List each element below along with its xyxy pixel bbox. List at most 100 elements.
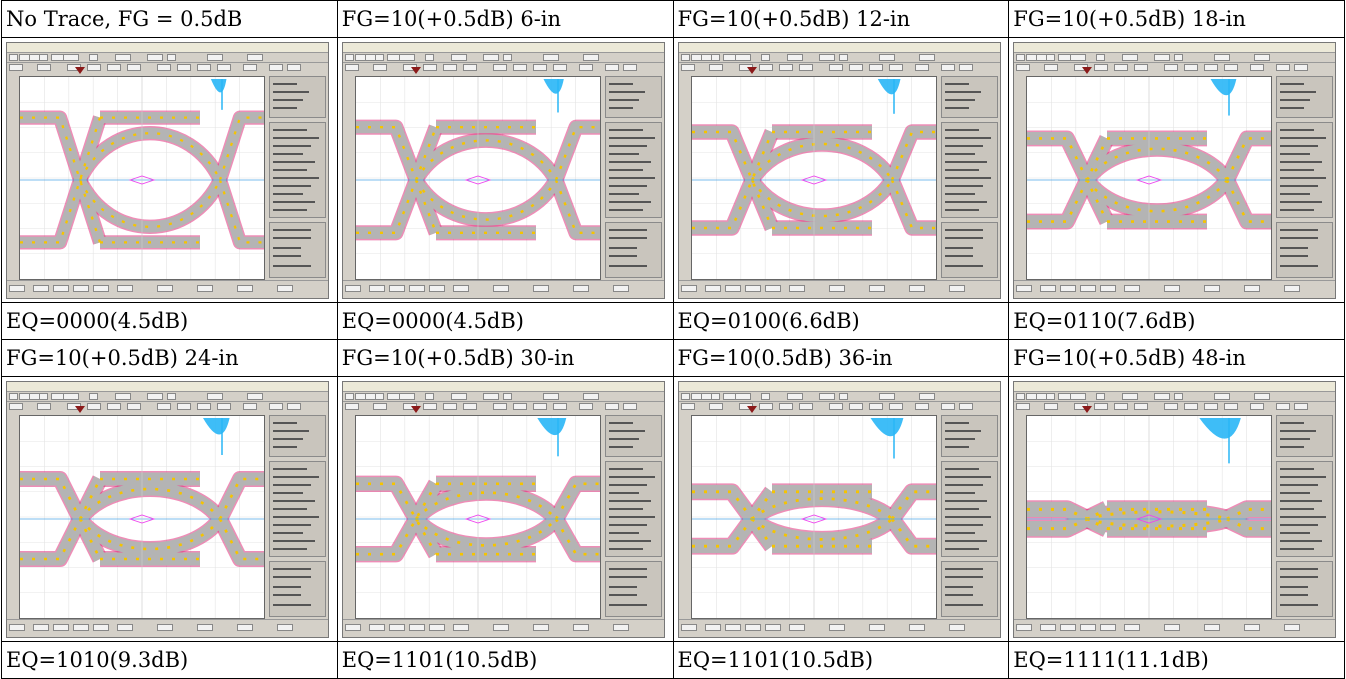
scope-toolbar-button xyxy=(374,54,384,61)
stat-line xyxy=(273,516,319,518)
readout-line xyxy=(944,99,975,101)
stat-line xyxy=(273,540,315,542)
stat-line xyxy=(273,484,311,486)
measurement-side-panel xyxy=(1276,415,1334,619)
scope-status-button xyxy=(237,624,253,631)
scope-toolbar-button xyxy=(207,54,223,61)
scope-toolbar-button xyxy=(680,393,690,400)
scope-toolbar-secondary xyxy=(1014,63,1336,72)
stat-line xyxy=(944,129,979,131)
meas-line xyxy=(944,586,973,588)
stat-line xyxy=(273,492,303,494)
scope-toolbar-button xyxy=(344,393,354,400)
eq-setting-label: EQ=1101(10.5dB) xyxy=(336,641,674,679)
scope-toolbar-button xyxy=(374,393,384,400)
scope-status-button xyxy=(744,624,761,631)
scope-toolbar-button xyxy=(958,64,973,71)
scope-toolbar-button xyxy=(398,54,415,61)
scope-toolbar-button xyxy=(798,64,813,71)
scope-toolbar-button xyxy=(848,64,863,71)
scope-toolbar-button xyxy=(914,403,929,410)
scope-menu-bar xyxy=(7,382,328,392)
measurement-panel xyxy=(604,222,662,278)
meas-line xyxy=(608,586,637,588)
condition-caption: FG=10(+0.5dB) 24-in xyxy=(1,339,338,377)
scope-toolbar-button xyxy=(450,54,467,61)
scope-toolbar-button xyxy=(9,403,23,410)
scope-status-button xyxy=(704,285,721,292)
scope-status-button xyxy=(492,285,509,292)
oscilloscope-screenshot xyxy=(6,42,329,299)
meas-line xyxy=(944,604,983,606)
meas-line xyxy=(1280,255,1309,257)
scope-toolbar-button xyxy=(422,403,437,410)
stat-line xyxy=(1280,129,1315,131)
stat-line xyxy=(944,193,975,195)
scope-toolbar-button xyxy=(9,64,23,71)
stat-line xyxy=(608,201,651,203)
scope-menu-bar xyxy=(342,43,664,53)
readout-line xyxy=(273,107,297,109)
trigger-marker-icon xyxy=(746,406,757,413)
condition-caption: FG=10(0.5dB) 36-in xyxy=(672,339,1010,377)
scope-status-button xyxy=(73,624,89,631)
measurement-side-panel xyxy=(1276,76,1334,280)
scope-toolbar-button xyxy=(398,393,415,400)
scope-status-button xyxy=(828,285,845,292)
scope-toolbar-button xyxy=(89,393,98,400)
eye-diagram-display xyxy=(690,415,937,619)
scope-status-button xyxy=(612,285,629,292)
readout-line xyxy=(944,438,975,440)
stat-line xyxy=(1280,492,1311,494)
scope-status-bar xyxy=(1014,280,1336,298)
scope-toolbar-button xyxy=(344,64,359,71)
scope-toolbar-secondary xyxy=(342,402,664,411)
scope-toolbar-button xyxy=(786,393,803,400)
scope-toolbar-button xyxy=(177,64,191,71)
eye-diagram-display xyxy=(19,76,265,280)
scope-toolbar-button xyxy=(758,403,773,410)
scope-toolbar-button xyxy=(63,393,79,400)
stat-line xyxy=(273,209,307,211)
scope-status-button xyxy=(1164,285,1181,292)
stat-line xyxy=(273,169,307,171)
stat-line xyxy=(273,177,319,179)
scope-toolbar-button xyxy=(1294,64,1309,71)
trigger-marker-icon xyxy=(746,67,757,74)
scope-status-button xyxy=(9,624,25,631)
scope-menu-bar xyxy=(342,382,664,392)
scope-status-button xyxy=(828,624,845,631)
scope-menu-bar xyxy=(1014,382,1336,392)
stat-line xyxy=(944,169,979,171)
cursor-readout-panel xyxy=(940,415,998,457)
scope-status-bar xyxy=(678,619,1000,637)
scope-toolbar-button xyxy=(786,54,803,61)
stat-line xyxy=(608,137,655,139)
readout-line xyxy=(273,91,309,93)
meas-line xyxy=(1280,594,1309,596)
stat-line xyxy=(608,484,647,486)
scope-status-button xyxy=(1080,285,1097,292)
eq-setting-label: EQ=1010(9.3dB) xyxy=(1,641,338,679)
measurement-side-panel xyxy=(604,76,662,280)
scope-status-button xyxy=(868,624,885,631)
scope-toolbar-button xyxy=(1154,54,1171,61)
scope-status-button xyxy=(532,285,549,292)
stat-line xyxy=(273,548,307,550)
scope-status-button xyxy=(492,624,509,631)
scope-toolbar-button xyxy=(532,403,547,410)
readout-line xyxy=(608,430,645,432)
scope-status-button xyxy=(680,285,697,292)
condition-caption: FG=10(+0.5dB) 6-in xyxy=(336,0,674,38)
readout-line xyxy=(1280,99,1311,101)
scope-status-button xyxy=(388,285,405,292)
meas-line xyxy=(608,247,637,249)
stat-line xyxy=(273,193,303,195)
scope-status-button xyxy=(868,285,885,292)
scope-toolbar xyxy=(678,53,1000,63)
meas-line xyxy=(1280,229,1319,231)
stat-line xyxy=(944,145,983,147)
scope-status-button xyxy=(532,624,549,631)
histogram-stats-panel xyxy=(1276,461,1334,557)
stat-line xyxy=(608,185,647,187)
